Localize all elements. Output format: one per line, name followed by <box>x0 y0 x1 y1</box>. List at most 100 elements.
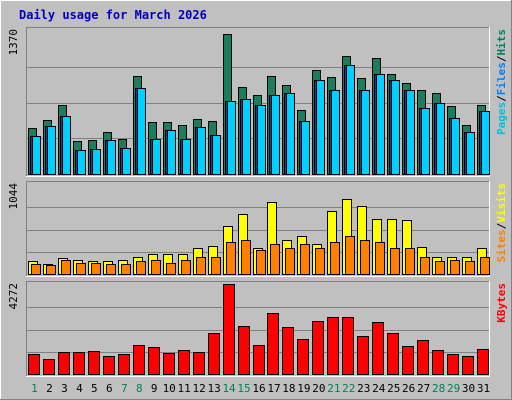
bar-kbytes-day-17 <box>267 313 279 375</box>
x-tick-label: 5 <box>91 382 98 395</box>
x-tick-label: 25 <box>387 382 400 395</box>
x-tick-label: 8 <box>136 382 143 395</box>
bar-sites-day-17 <box>270 244 280 275</box>
bar-sites-day-2 <box>46 265 56 275</box>
bar-kbytes-day-22 <box>342 317 354 375</box>
bar-sites-day-29 <box>450 260 460 275</box>
bar-kbytes-day-8 <box>133 345 145 375</box>
bar-sites-day-18 <box>285 248 295 275</box>
x-tick-label: 15 <box>237 382 250 395</box>
panel-mid: 1044 Sites/Visits <box>7 181 508 277</box>
bar-sites-day-3 <box>61 260 71 275</box>
x-tick-label: 24 <box>372 382 386 395</box>
bar-sites-day-19 <box>300 244 310 275</box>
x-tick-label: 19 <box>297 382 310 395</box>
bar-pages-day-20 <box>316 80 325 175</box>
bar-kbytes-day-14 <box>223 284 235 375</box>
bar-kbytes-day-2 <box>43 359 55 375</box>
bar-kbytes-day-29 <box>447 354 459 375</box>
legend-entry: / <box>495 222 508 229</box>
bar-sites-day-5 <box>91 263 101 275</box>
legend-entry: Sites <box>495 229 508 262</box>
bar-sites-day-1 <box>31 264 41 275</box>
x-tick-label: 2 <box>46 382 53 395</box>
bar-pages-day-7 <box>122 148 131 175</box>
bar-sites-day-8 <box>136 261 146 275</box>
bar-sites-day-28 <box>435 261 445 275</box>
legend-entry: KBytes <box>495 283 508 323</box>
bar-kbytes-day-12 <box>193 352 205 375</box>
x-tick-label: 14 <box>222 382 236 395</box>
legend-entry: / <box>495 55 508 62</box>
bar-kbytes-day-1 <box>28 354 40 375</box>
bar-kbytes-day-16 <box>253 345 265 375</box>
bar-pages-day-13 <box>212 135 221 175</box>
bar-pages-day-16 <box>257 105 266 175</box>
bar-pages-day-19 <box>301 121 310 175</box>
x-tick-label: 10 <box>163 382 176 395</box>
bar-sites-day-14 <box>226 242 236 275</box>
panel-legend: Pages/Files/Hits <box>495 29 508 135</box>
x-tick-label: 26 <box>402 382 415 395</box>
bar-kbytes-day-7 <box>118 354 130 375</box>
x-tick-label: 18 <box>282 382 295 395</box>
x-tick-label: 13 <box>207 382 220 395</box>
bar-sites-day-27 <box>420 257 430 275</box>
bar-kbytes-day-27 <box>417 340 429 375</box>
x-tick-label: 23 <box>357 382 370 395</box>
bar-pages-day-18 <box>286 93 295 175</box>
legend-entry: / <box>495 95 508 102</box>
x-tick-label: 29 <box>447 382 460 395</box>
bar-pages-day-24 <box>376 74 385 175</box>
bar-sites-day-13 <box>211 257 221 275</box>
bar-sites-day-20 <box>315 248 325 275</box>
bar-sites-day-11 <box>181 260 191 275</box>
x-tick-label: 4 <box>76 382 83 395</box>
bar-sites-day-4 <box>76 263 86 275</box>
x-tick-label: 30 <box>462 382 475 395</box>
x-tick-label: 31 <box>477 382 490 395</box>
bar-kbytes-day-31 <box>477 349 489 375</box>
bar-pages-day-23 <box>361 90 370 175</box>
bar-kbytes-day-28 <box>432 350 444 375</box>
bar-kbytes-day-21 <box>327 317 339 375</box>
bar-pages-day-10 <box>167 130 176 175</box>
x-tick-label: 7 <box>121 382 128 395</box>
bar-sites-day-21 <box>330 242 340 275</box>
x-tick-label: 1 <box>31 382 38 395</box>
bar-sites-day-15 <box>241 240 251 275</box>
panel-top: 1370 Pages/Files/Hits <box>7 27 508 177</box>
x-tick-label: 27 <box>417 382 430 395</box>
legend-entry: Visits <box>495 183 508 223</box>
x-tick-label: 28 <box>432 382 445 395</box>
bar-pages-day-4 <box>77 150 86 175</box>
bar-sites-day-30 <box>465 261 475 275</box>
panel-legend: Sites/Visits <box>495 183 508 263</box>
bar-sites-day-6 <box>106 264 116 275</box>
bar-kbytes-day-15 <box>238 326 250 375</box>
bar-sites-day-10 <box>166 263 176 275</box>
bar-kbytes-day-5 <box>88 351 100 375</box>
x-tick-label: 17 <box>267 382 280 395</box>
bar-kbytes-day-13 <box>208 333 220 375</box>
bar-sites-day-16 <box>256 250 266 275</box>
bar-pages-day-26 <box>406 90 415 175</box>
panel-max-label: 1370 <box>7 29 20 56</box>
bar-kbytes-day-30 <box>462 356 474 375</box>
bar-pages-day-2 <box>47 126 56 175</box>
bar-pages-day-28 <box>436 103 445 175</box>
x-tick-label: 3 <box>61 382 68 395</box>
bar-pages-day-11 <box>182 139 191 175</box>
bar-pages-day-9 <box>152 139 161 175</box>
bar-kbytes-day-23 <box>357 336 369 375</box>
bar-kbytes-day-4 <box>73 352 85 375</box>
bar-kbytes-day-18 <box>282 327 294 375</box>
bar-pages-day-8 <box>137 88 146 175</box>
bar-sites-day-12 <box>196 257 206 275</box>
legend-entry: Hits <box>495 29 508 56</box>
x-tick-label: 6 <box>106 382 113 395</box>
bar-pages-day-27 <box>421 108 430 175</box>
bar-sites-day-9 <box>151 260 161 275</box>
bar-kbytes-day-19 <box>297 339 309 375</box>
